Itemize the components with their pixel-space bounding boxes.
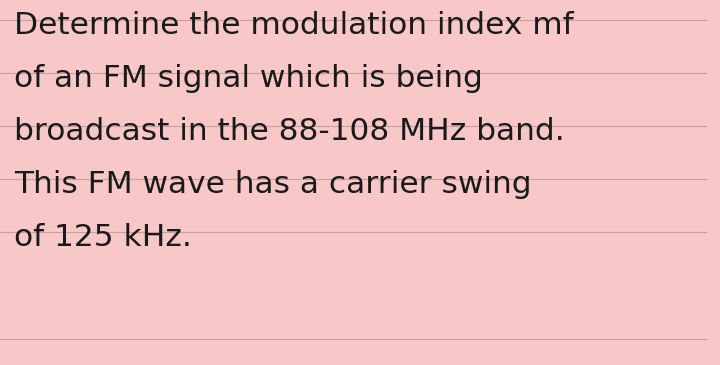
Text: of an FM signal which is being: of an FM signal which is being <box>14 64 483 93</box>
Text: This FM wave has a carrier swing: This FM wave has a carrier swing <box>14 170 532 199</box>
Text: Determine the modulation index mf: Determine the modulation index mf <box>14 11 574 40</box>
Text: broadcast in the 88-108 MHz band.: broadcast in the 88-108 MHz band. <box>14 117 565 146</box>
Text: of 125 kHz.: of 125 kHz. <box>14 223 192 251</box>
